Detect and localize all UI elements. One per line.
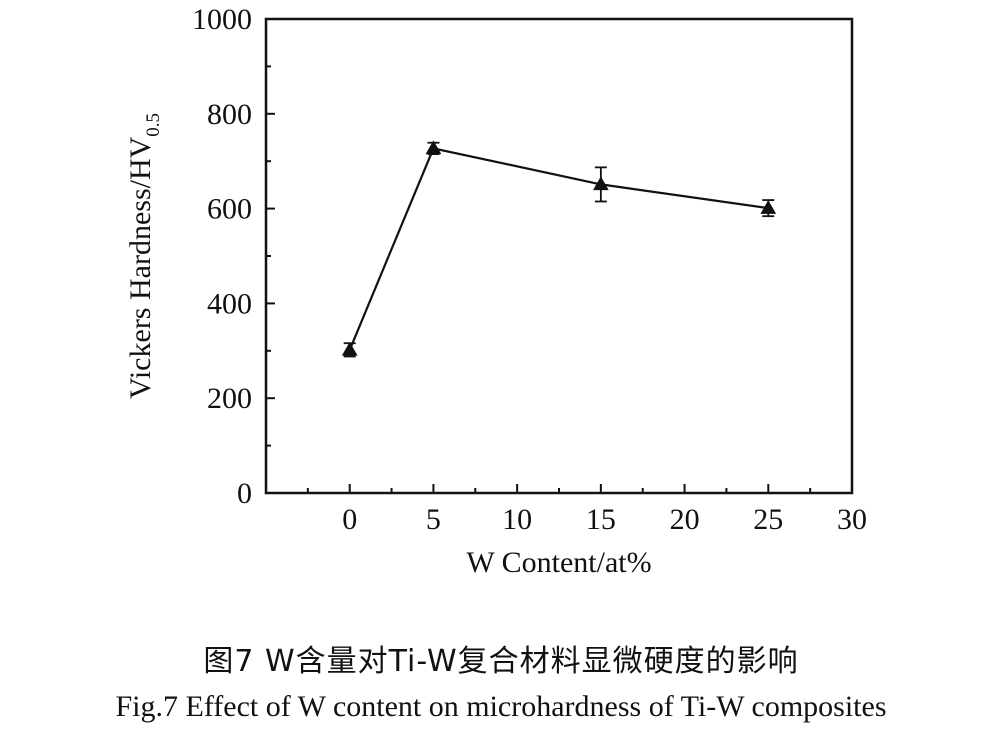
x-tick-label: 5 — [426, 503, 441, 536]
y-axis-label-main: Vickers Hardness/HV — [124, 136, 157, 399]
x-tick-label: 10 — [502, 503, 532, 536]
y-tick-label: 400 — [207, 287, 252, 320]
x-tick-label: 0 — [342, 503, 357, 536]
data-point-marker — [425, 140, 442, 155]
y-axis-label-subscript: 0.5 — [143, 113, 164, 137]
y-axis-label: Vickers Hardness/HV0.5 — [124, 113, 164, 399]
y-tick-label: 0 — [237, 477, 252, 510]
y-tick-label: 200 — [207, 382, 252, 415]
y-tick-label: 1000 — [192, 3, 252, 36]
x-axis-ticks: 0 5 10 15 20 25 30 — [306, 484, 867, 536]
plot-frame — [264, 17, 854, 495]
x-tick-label: 20 — [670, 503, 700, 536]
x-tick-label: 15 — [586, 503, 616, 536]
y-tick-label: 800 — [207, 98, 252, 131]
x-tick-label: 25 — [753, 503, 783, 536]
figure-caption-chinese: 图7 W含量对Ti-W复合材料显微硬度的影响 — [203, 644, 799, 679]
data-point-marker — [760, 200, 777, 214]
figure-caption-english: Fig.7 Effect of W content on microhardne… — [115, 690, 887, 723]
y-tick-label: 600 — [207, 193, 252, 226]
y-axis-ticks: 0 200 400 600 800 1000 — [192, 3, 275, 510]
data-point-marker — [341, 341, 358, 356]
x-tick-label: 30 — [837, 503, 867, 536]
x-axis-label: W Content/at% — [466, 546, 651, 579]
hardness-chart: 0 200 400 600 800 1000 0 5 10 15 20 25 30 W Content… — [124, 3, 867, 579]
series-line — [348, 147, 769, 351]
series-layer — [341, 140, 777, 358]
data-point-marker — [592, 176, 609, 191]
